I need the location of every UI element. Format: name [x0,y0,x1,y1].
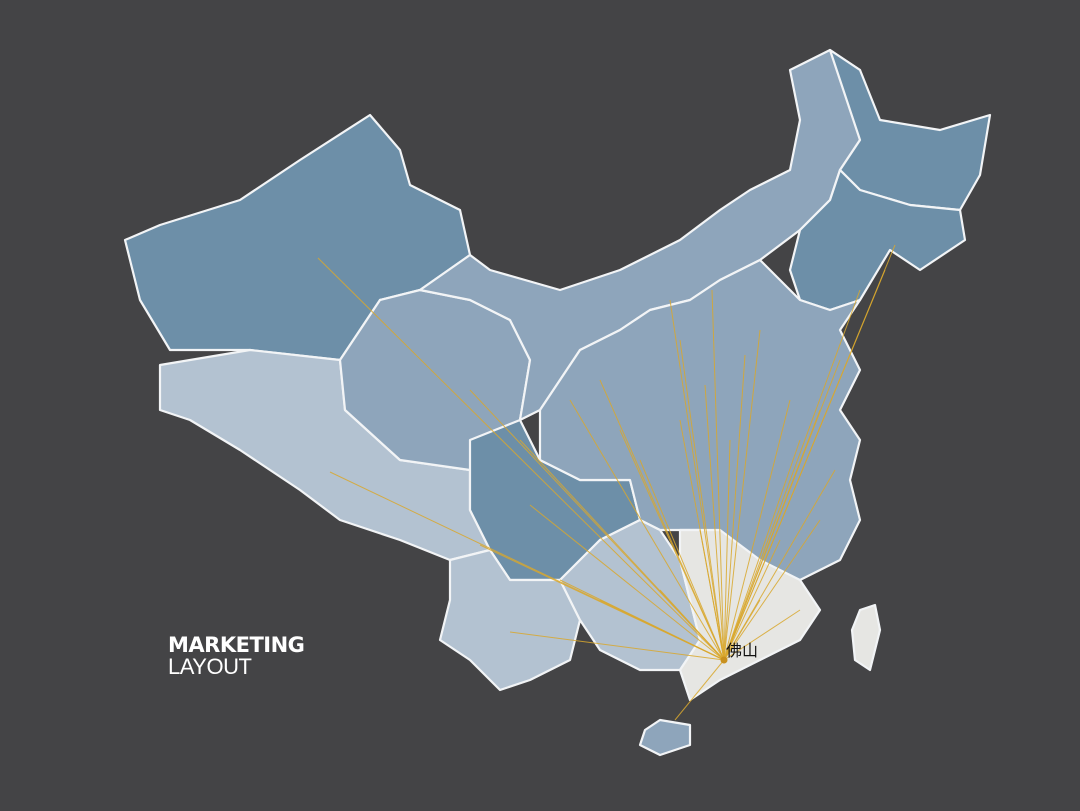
region-hainan [638,718,692,757]
route-line [679,339,725,661]
hub-city-label: 佛山 [726,641,759,660]
route-line [639,459,725,661]
route-line [679,419,725,661]
route-line [569,399,725,661]
marketing-title: MARKETING LAYOUT [168,633,305,679]
route-line [529,504,725,661]
region-heilongjiang [828,48,992,212]
route-line [674,659,725,721]
route-line [723,244,896,661]
route-line [559,579,725,661]
route-line [704,384,725,661]
route-line [723,289,861,661]
route-line [711,289,725,661]
route-line [723,329,761,661]
route-line [723,519,821,661]
hub-marker [720,656,728,664]
route-line [659,589,725,661]
route-line [723,539,781,661]
region-taiwan [850,603,882,672]
title-line-2: LAYOUT [168,654,252,679]
route-line [723,609,801,661]
region-northeast [788,168,967,312]
route-line [669,299,725,661]
route-line [723,354,746,661]
title-line-1: MARKETING [168,633,305,657]
route-line [723,439,801,661]
route-line [723,439,731,661]
route-line [619,429,725,661]
region-yunnan [438,548,582,692]
route-line [723,359,841,661]
route-line [509,631,725,661]
route-line [723,599,761,661]
route-line [723,399,791,661]
route-line [317,257,725,661]
